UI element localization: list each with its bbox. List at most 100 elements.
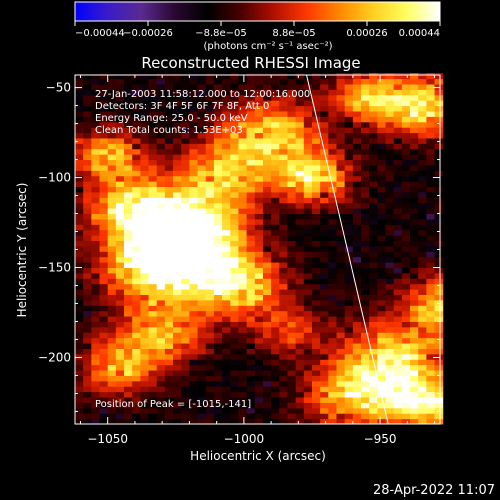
heatmap-cell (148, 208, 158, 215)
colorbar-swatch (287, 2, 291, 21)
heatmap-cell (336, 289, 346, 295)
heatmap-cell (148, 105, 158, 112)
heatmap-cell (164, 164, 174, 171)
heatmap-cell (311, 202, 321, 209)
heatmap-cell (320, 283, 329, 290)
heatmap-cell (410, 413, 419, 420)
heatmap-cell (230, 364, 239, 371)
heatmap-cell (246, 407, 256, 414)
heatmap-cell (222, 364, 231, 371)
heatmap-cell (352, 407, 362, 414)
heatmap-cell (124, 175, 133, 182)
heatmap-cell (352, 310, 362, 317)
heatmap-cell (434, 283, 444, 290)
colorbar-tick-label: 0.00026 (346, 28, 387, 39)
heatmap-cell (426, 283, 436, 290)
heatmap-cell (303, 364, 313, 371)
heatmap-cell (230, 413, 239, 420)
heatmap-cell (418, 164, 427, 171)
heatmap-cell (311, 380, 321, 387)
heatmap-cell (287, 348, 297, 355)
heatmap-cell (197, 326, 207, 333)
heatmap-cell (156, 148, 166, 155)
colorbar-swatch (222, 2, 226, 21)
heatmap-cell (156, 164, 166, 171)
heatmap-cell (401, 418, 411, 425)
colorbar-swatch (185, 2, 188, 21)
heatmap-cell (344, 191, 354, 198)
heatmap-cell (173, 370, 182, 376)
heatmap-cell (279, 245, 288, 252)
heatmap-cell (230, 105, 239, 112)
heatmap-cell (115, 413, 125, 420)
heatmap-cell (410, 316, 419, 322)
heatmap-cell (205, 143, 215, 150)
heatmap-cell (401, 278, 411, 285)
heatmap-cell (197, 105, 207, 112)
heatmap-cell (91, 121, 101, 128)
heatmap-cell (124, 143, 133, 150)
heatmap-cell (75, 380, 84, 387)
heatmap-cell (83, 137, 92, 144)
heatmap-cell (279, 407, 288, 414)
heatmap-cell (107, 353, 117, 360)
heatmap-cell (164, 154, 174, 161)
heatmap-cell (115, 375, 125, 382)
heatmap-cell (156, 413, 166, 420)
heatmap-cell (262, 245, 272, 252)
heatmap-cell (173, 348, 182, 355)
colorbar-swatch (397, 2, 401, 21)
heatmap-cell (410, 100, 419, 107)
heatmap-cell (107, 213, 117, 220)
heatmap-cell (385, 272, 395, 279)
heatmap-cell (434, 110, 444, 117)
heatmap-cell (238, 121, 248, 128)
heatmap-cell (369, 202, 378, 209)
y-axis-label: Heliocentric Y (arcsec) (15, 183, 29, 318)
heatmap-cell (287, 137, 297, 144)
heatmap-cell (279, 375, 288, 382)
heatmap-cell (140, 127, 150, 134)
heatmap-cell (369, 386, 378, 393)
heatmap-cell (287, 310, 297, 317)
heatmap-cell (115, 154, 125, 161)
heatmap-cell (222, 294, 231, 301)
heatmap-cell (287, 121, 297, 128)
heatmap-cell (385, 181, 395, 188)
heatmap-cell (271, 272, 280, 279)
heatmap-cell (222, 164, 231, 171)
heatmap-cell (369, 251, 378, 258)
heatmap-cell (287, 251, 297, 258)
heatmap-cell (361, 191, 370, 198)
heatmap-cell (287, 305, 297, 312)
heatmap-cell (320, 375, 329, 382)
heatmap-cell (91, 78, 101, 85)
heatmap-cell (246, 137, 256, 144)
heatmap-cell (344, 235, 354, 242)
heatmap-cell (173, 235, 182, 242)
heatmap-cell (254, 413, 264, 420)
heatmap-cell (287, 116, 297, 123)
heatmap-cell (132, 213, 141, 220)
heatmap-cell (156, 170, 166, 177)
heatmap-cell (295, 105, 305, 112)
heatmap-cell (410, 294, 419, 301)
heatmap-cell (271, 94, 280, 101)
heatmap-cell (254, 208, 264, 215)
heatmap-cell (295, 186, 305, 193)
heatmap-cell (107, 359, 117, 366)
heatmap-cell (99, 294, 109, 301)
heatmap-cell (434, 78, 444, 85)
heatmap-cell (271, 289, 280, 295)
heatmap-cell (393, 159, 403, 166)
heatmap-cell (336, 353, 346, 360)
heatmap-cell (262, 251, 272, 258)
heatmap-cell (205, 305, 215, 312)
heatmap-cell (115, 251, 125, 258)
heatmap-cell (173, 407, 182, 414)
heatmap-cell (83, 186, 92, 193)
heatmap-cell (164, 186, 174, 193)
heatmap-cell (320, 202, 329, 209)
heatmap-cell (197, 316, 207, 322)
heatmap-cell (311, 305, 321, 312)
